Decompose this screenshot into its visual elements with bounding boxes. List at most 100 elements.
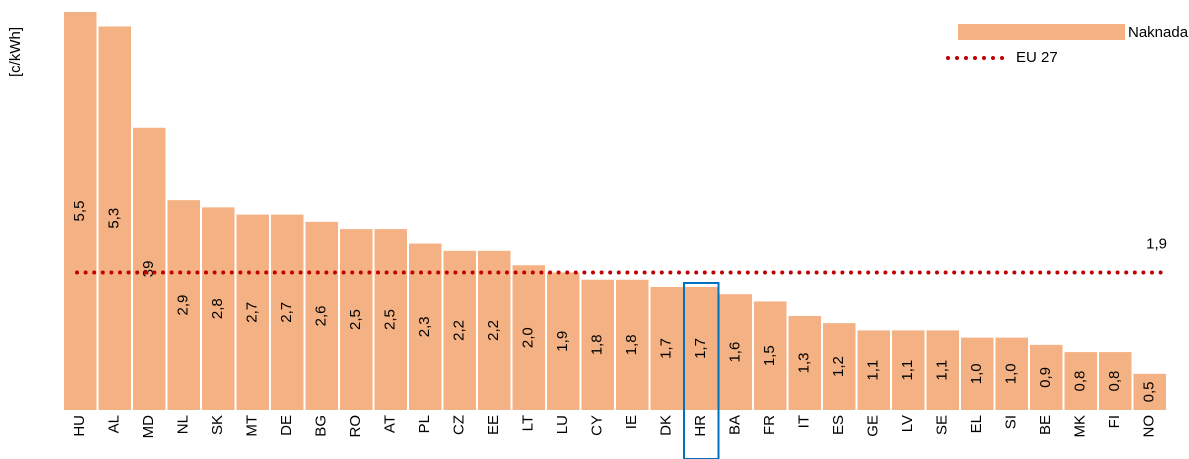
- legend-label: EU 27: [1016, 49, 1058, 66]
- bar: [1133, 373, 1166, 410]
- bar: [961, 337, 994, 410]
- bar: [1099, 352, 1132, 410]
- value-label: 0,9: [1037, 367, 1054, 388]
- value-label: 1,1: [934, 360, 951, 381]
- bar: [340, 229, 373, 410]
- x-tick-label: PL: [416, 415, 433, 433]
- value-label: 1,0: [968, 363, 985, 384]
- x-tick-label: FR: [761, 415, 778, 435]
- bar: [271, 214, 304, 410]
- x-tick-label: LV: [899, 415, 916, 432]
- x-tick-label: GE: [865, 415, 882, 437]
- x-tick-label: SI: [1003, 415, 1020, 429]
- x-tick-label: EE: [485, 415, 502, 435]
- bar: [478, 250, 511, 410]
- bar: [512, 265, 545, 410]
- x-tick-label: BE: [1037, 415, 1054, 435]
- bar: [374, 229, 407, 410]
- x-tick-label: IE: [623, 415, 640, 429]
- x-tick-label: CZ: [451, 415, 468, 435]
- x-tick-label: IT: [796, 415, 813, 428]
- value-label: 2,3: [416, 316, 433, 337]
- value-label: 0,5: [1141, 381, 1158, 402]
- bar: [754, 301, 787, 410]
- x-tick-label: RO: [347, 415, 364, 438]
- bar: [995, 337, 1028, 410]
- value-label: 1,8: [589, 334, 606, 355]
- x-tick-label: BG: [313, 415, 330, 437]
- bar: [236, 214, 269, 410]
- value-label: 2,7: [278, 302, 295, 323]
- bar: [685, 286, 718, 410]
- x-tick-label: MD: [140, 415, 157, 438]
- bar: [64, 12, 97, 410]
- x-tick-label: HU: [71, 415, 88, 437]
- value-label: 1,1: [899, 360, 916, 381]
- x-tick-label: FI: [1106, 415, 1123, 428]
- x-tick-label: HR: [692, 415, 709, 437]
- bar: [616, 279, 649, 410]
- x-tick-label: SK: [209, 415, 226, 435]
- value-label: 1,8: [623, 334, 640, 355]
- bar: [719, 294, 752, 410]
- bar: [788, 315, 821, 410]
- value-label: 0,8: [1072, 371, 1089, 392]
- legend-label: Naknada za mrežu: [1128, 24, 1189, 41]
- x-tick-label: AL: [106, 415, 123, 433]
- x-tick-label: NL: [175, 415, 192, 434]
- bar: [167, 200, 200, 410]
- value-label: 1,5: [761, 345, 778, 366]
- value-label: 2,6: [313, 305, 330, 326]
- x-tick-label: AT: [382, 415, 399, 433]
- value-label: 2,9: [175, 295, 192, 316]
- value-label: 5,3: [106, 208, 123, 229]
- value-label: 1,3: [796, 353, 813, 374]
- bar: [98, 26, 131, 411]
- value-label: 2,5: [382, 309, 399, 330]
- value-label: 1,1: [865, 360, 882, 381]
- value-label: 2,5: [347, 309, 364, 330]
- bar: [823, 323, 856, 410]
- bar: [581, 279, 614, 410]
- value-label: 1,0: [1003, 363, 1020, 384]
- value-label: 39: [140, 261, 157, 278]
- bar: [133, 127, 166, 411]
- x-tick-label: EL: [968, 415, 985, 433]
- x-tick-label: LT: [520, 415, 537, 431]
- x-tick-label: DK: [658, 415, 675, 436]
- x-tick-label: MK: [1072, 415, 1089, 438]
- value-label: 1,7: [692, 338, 709, 359]
- value-label: 2,8: [209, 298, 226, 319]
- bar: [443, 250, 476, 410]
- bar: [1064, 352, 1097, 410]
- value-label: 1,7: [658, 338, 675, 359]
- x-tick-label: DE: [278, 415, 295, 436]
- bar: [650, 286, 683, 410]
- x-tick-label: LU: [554, 415, 571, 434]
- value-label: 5,5: [71, 201, 88, 222]
- bar: [202, 207, 235, 410]
- value-label: 2,2: [451, 320, 468, 341]
- x-tick-label: NO: [1141, 415, 1158, 438]
- bar: [1030, 344, 1063, 410]
- x-tick-label: ES: [830, 415, 847, 435]
- value-label: 2,7: [244, 302, 261, 323]
- x-tick-label: CY: [589, 415, 606, 436]
- bar: [305, 221, 338, 410]
- value-label: 2,2: [485, 320, 502, 341]
- x-tick-label: MT: [244, 415, 261, 437]
- bar: [857, 330, 890, 410]
- legend-swatch: [958, 24, 1125, 40]
- highlight-box: [683, 281, 720, 459]
- value-label: 1,9: [554, 331, 571, 352]
- bar: [409, 243, 442, 410]
- bar: [892, 330, 925, 410]
- value-label: 0,8: [1106, 371, 1123, 392]
- y-axis-label: [c/kWh]: [7, 27, 24, 77]
- reference-label: 1,9: [1146, 235, 1167, 252]
- x-tick-label: SE: [934, 415, 951, 435]
- value-label: 1,2: [830, 356, 847, 377]
- x-tick-label: BA: [727, 415, 744, 435]
- value-label: 2,0: [520, 327, 537, 348]
